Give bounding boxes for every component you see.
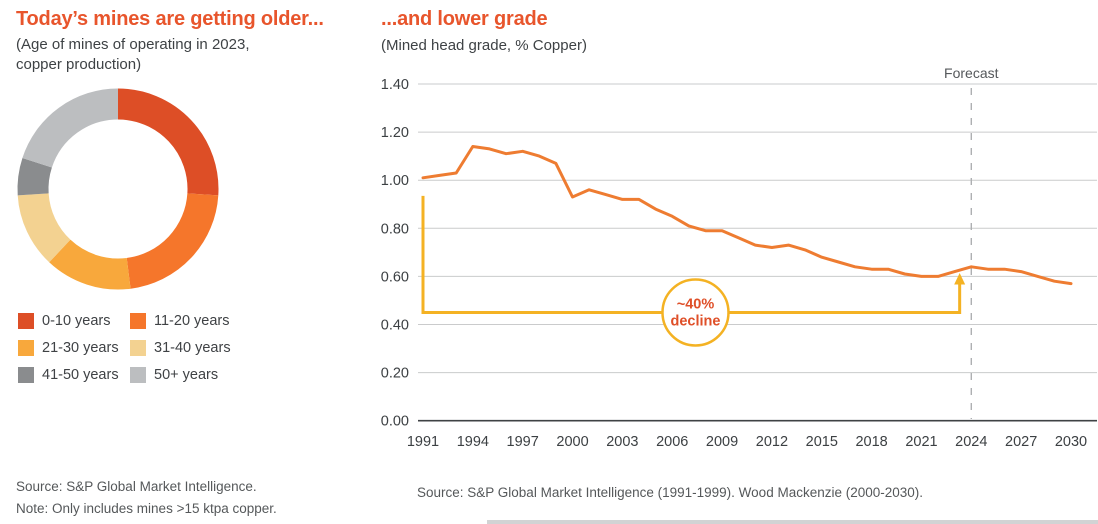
- y-tick-1.40: 1.40: [381, 77, 409, 93]
- x-tick-2015: 2015: [806, 434, 838, 450]
- left-chart-title: Today’s mines are getting older...: [16, 8, 324, 30]
- x-tick-2021: 2021: [905, 434, 937, 450]
- x-tick-1991: 1991: [407, 434, 439, 450]
- y-tick-0.60: 0.60: [381, 269, 409, 285]
- legend-item-50-plus-years: 50+ years: [130, 366, 231, 383]
- legend-swatch-21-30-years: [18, 339, 34, 356]
- donut-legend: 0-10 years 11-20 years 21-30 years 31-40…: [18, 312, 231, 383]
- y-tick-1.00: 1.00: [381, 173, 409, 189]
- y-tick-0.00: 0.00: [381, 414, 409, 430]
- x-tick-2012: 2012: [756, 434, 788, 450]
- x-tick-1997: 1997: [507, 434, 539, 450]
- decline-annotation-line2: decline: [671, 313, 721, 329]
- legend-swatch-50-plus-years: [130, 366, 146, 383]
- right-chart-title: ...and lower grade: [381, 8, 548, 30]
- legend-label-21-30-years: 21-30 years: [42, 339, 119, 356]
- donut-segment-31-40-years: [17, 192, 71, 263]
- y-tick-1.20: 1.20: [381, 125, 409, 141]
- donut-chart: [17, 88, 219, 290]
- right-chart-subtitle: (Mined head grade, % Copper): [381, 37, 587, 54]
- x-tick-2000: 2000: [556, 434, 588, 450]
- gridlines: [418, 83, 1097, 422]
- legend-label-50-plus-years: 50+ years: [154, 366, 219, 383]
- y-tick-0.80: 0.80: [381, 221, 409, 237]
- legend-item-21-30-years: 21-30 years: [18, 339, 130, 356]
- legend-label-11-20-years: 11-20 years: [154, 312, 230, 329]
- y-axis-labels: 1.40 1.20 1.00 0.80 0.60 0.40 0.20 0.00: [381, 77, 409, 430]
- legend-item-0-10-years: 0-10 years: [18, 312, 130, 329]
- donut-segment-11-20-years: [126, 192, 219, 289]
- left-source-text: Source: S&P Global Market Intelligence.: [16, 479, 257, 494]
- left-note-text: Note: Only includes mines >15 ktpa coppe…: [16, 501, 277, 516]
- left-chart-subtitle-line2: copper production): [16, 56, 142, 74]
- legend-swatch-11-20-years: [130, 312, 146, 329]
- legend-swatch-41-50-years: [18, 366, 34, 383]
- x-tick-2003: 2003: [606, 434, 638, 450]
- x-tick-2009: 2009: [706, 434, 738, 450]
- x-tick-2006: 2006: [656, 434, 688, 450]
- donut-segment-0-10-years: [117, 88, 219, 196]
- x-tick-2027: 2027: [1005, 434, 1037, 450]
- x-axis-labels: 1991 1994 1997 2000 2003 2006 2009 2012 2015 2018…: [407, 434, 1087, 450]
- legend-swatch-31-40-years: [130, 339, 146, 356]
- decline-bracket-arrowhead: [954, 272, 966, 285]
- x-tick-2024: 2024: [955, 434, 987, 450]
- left-source-note: Source: S&P Global Market Intelligence. N…: [16, 476, 277, 520]
- x-tick-1994: 1994: [457, 434, 489, 450]
- donut-segment-50-years: [22, 88, 119, 169]
- head-grade-line: [421, 145, 1073, 286]
- donut-segment-41-50-years: [17, 157, 53, 196]
- legend-label-41-50-years: 41-50 years: [42, 366, 119, 383]
- decline-annotation-line1: ~40%: [677, 296, 715, 312]
- x-tick-2030: 2030: [1055, 434, 1087, 450]
- legend-item-11-20-years: 11-20 years: [130, 312, 231, 329]
- legend-label-31-40-years: 31-40 years: [154, 339, 231, 356]
- left-chart-subtitle: (Age of mines of operating in 2023, coppe…: [16, 35, 356, 76]
- y-tick-0.20: 0.20: [381, 366, 409, 382]
- legend-item-41-50-years: 41-50 years: [18, 366, 130, 383]
- page-bottom-divider: [487, 520, 1098, 524]
- decline-annotation-circle: [661, 278, 730, 347]
- head-grade-line-chart: 1.40 1.20 1.00 0.80 0.60 0.40 0.20 0.00 1991 1994…: [381, 65, 1097, 450]
- legend-item-31-40-years: 31-40 years: [130, 339, 231, 356]
- y-tick-0.40: 0.40: [381, 318, 409, 334]
- donut-segment-21-30-years: [49, 239, 131, 290]
- forecast-label: Forecast: [944, 65, 999, 81]
- right-source-text: Source: S&P Global Market Intelligence (…: [417, 485, 924, 500]
- legend-swatch-0-10-years: [18, 312, 34, 329]
- left-chart-subtitle-line1: (Age of mines of operating in 2023,: [16, 36, 250, 53]
- x-tick-2018: 2018: [855, 434, 887, 450]
- legend-label-0-10-years: 0-10 years: [42, 312, 111, 329]
